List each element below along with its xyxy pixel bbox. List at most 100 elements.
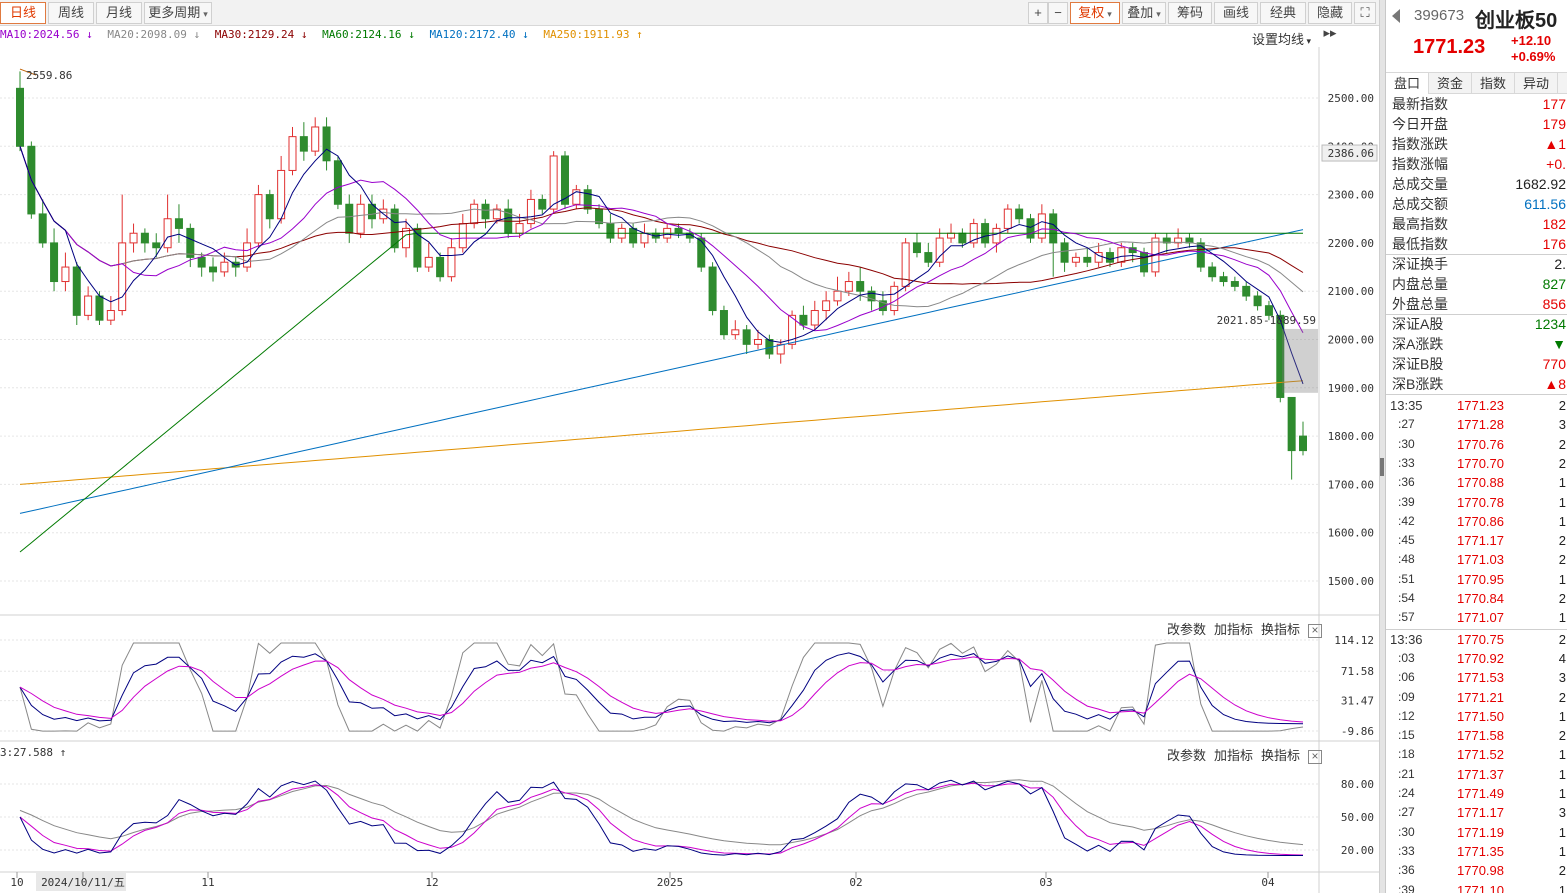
ind2-switch-indicator[interactable]: 换指标 — [1261, 748, 1301, 763]
stat-value: 770 — [1542, 356, 1566, 372]
tick-row: :45 1771.17 2 — [1386, 531, 1567, 550]
ind2-change-params[interactable]: 改参数 — [1167, 748, 1207, 763]
tick-price: 1771.28 — [1457, 417, 1504, 433]
ind1-add-indicator[interactable]: 加指标 — [1214, 622, 1254, 637]
set-ma-dropdown[interactable]: 设置均线 — [1252, 29, 1311, 48]
candle-body — [1060, 242, 1069, 263]
tick-time: :36 — [1398, 475, 1415, 490]
tab-movement[interactable]: 异动 — [1515, 73, 1558, 94]
ind1-close-icon[interactable]: × — [1308, 624, 1323, 638]
zoom-out-button[interactable]: − — [1048, 2, 1068, 24]
tick-row: :06 1771.53 3 — [1386, 668, 1567, 687]
stat-label: 最低指数 — [1392, 236, 1448, 252]
tick-row: :33 1771.35 1 — [1386, 842, 1567, 861]
tick-price: 1771.37 — [1457, 766, 1504, 782]
quote-header: 399673 创业板50 1771.23 +12.10 +0.69% — [1386, 0, 1567, 70]
ma30-legend: MA30:2129.24 ↓ — [215, 28, 308, 41]
candle-body — [1264, 305, 1273, 316]
tick-volume: 1 — [1558, 882, 1566, 893]
candle-body — [72, 266, 81, 316]
back-arrow-icon[interactable] — [1392, 9, 1400, 23]
tick-time: :12 — [1398, 708, 1415, 723]
more-periods-label: 更多周期 — [148, 5, 201, 20]
overlay-dropdown[interactable]: 叠加 — [1122, 2, 1166, 24]
osc1-line-k — [19, 652, 1304, 725]
ind2-close-icon[interactable]: × — [1308, 750, 1323, 764]
ind1-change-params[interactable]: 改参数 — [1167, 622, 1207, 637]
ind2-add-indicator[interactable]: 加指标 — [1214, 748, 1254, 763]
zoom-in-button[interactable]: + — [1028, 2, 1048, 24]
stat-value: 177 — [1542, 96, 1566, 112]
chip-button[interactable]: 筹码 — [1168, 2, 1212, 24]
stat-label: 今日开盘 — [1392, 116, 1448, 132]
tick-time: :24 — [1398, 786, 1415, 800]
stat-label: 深证A股 — [1392, 316, 1444, 332]
ind1-switch-indicator[interactable]: 换指标 — [1261, 622, 1301, 637]
ma20-value: MA20:2098.09 — [107, 28, 187, 41]
tick-time: :09 — [1398, 689, 1415, 704]
tick-price: 1771.07 — [1457, 610, 1504, 626]
stat-label: 指数涨幅 — [1392, 156, 1448, 172]
stat-value: 856 — [1542, 296, 1566, 312]
candle-body — [958, 232, 967, 244]
candle-body — [1094, 252, 1103, 263]
adjust-dropdown[interactable]: 复权 — [1070, 2, 1120, 24]
candle-body — [424, 256, 433, 268]
tick-row: :27 1771.28 3 — [1386, 415, 1567, 434]
hide-button[interactable]: 隐藏 ▸▸ — [1308, 2, 1352, 40]
indicator2-value-label: 3:27.588 ↑ — [0, 746, 67, 759]
candle-body — [322, 126, 331, 162]
crosshair-value-box — [1321, 144, 1378, 162]
period-tab-weekly[interactable]: 周线 — [48, 2, 94, 24]
stat-value: 1682.92 — [1515, 176, 1566, 192]
tick-volume: 2 — [1558, 863, 1566, 879]
ma120-legend: MA120:2172.40 ↓ — [429, 28, 528, 41]
tick-price: 1771.03 — [1457, 552, 1504, 568]
stat-label: 指数涨跌 — [1392, 136, 1448, 152]
candle-body — [140, 232, 149, 244]
classic-button[interactable]: 经典 — [1260, 2, 1306, 24]
panel-splitter[interactable] — [1379, 0, 1385, 893]
tick-time: :15 — [1398, 728, 1415, 743]
crosshair-value-label: 2386.06 — [1328, 147, 1374, 160]
candle-body — [481, 203, 490, 220]
draw-line-button[interactable]: 画线 — [1214, 2, 1258, 24]
tick-row: :51 1770.95 1 — [1386, 570, 1567, 589]
tick-price: 1770.88 — [1457, 475, 1504, 491]
tick-time: 13:36 — [1390, 631, 1423, 647]
high-arrow — [19, 68, 37, 76]
stat-label: 内盘总量 — [1392, 276, 1448, 292]
kline-chart[interactable]: 2500.002400.002300.002200.002100.002000.… — [0, 0, 1379, 893]
fullscreen-icon[interactable]: ⛶ — [1354, 2, 1376, 24]
candle-body — [867, 290, 876, 302]
period-tab-monthly[interactable]: 月线 — [96, 2, 142, 24]
splitter-handle-icon[interactable] — [1380, 458, 1384, 476]
tab-funds[interactable]: 资金 — [1429, 73, 1472, 94]
change-percent: +0.69% — [1511, 49, 1556, 64]
tick-volume: 1 — [1558, 571, 1566, 587]
stat-row: 总成交额 611.56 — [1386, 194, 1567, 214]
stat-row: 指数涨幅 +0. — [1386, 154, 1567, 174]
osc1-tick-label: -9.86 — [1341, 725, 1374, 738]
period-tab-daily[interactable]: 日线 — [0, 2, 46, 24]
tick-price: 1771.50 — [1457, 708, 1504, 724]
tab-index[interactable]: 指数 — [1472, 73, 1515, 94]
change-value: +12.10 — [1511, 33, 1552, 48]
candle-body — [413, 227, 422, 268]
more-periods-dropdown[interactable]: 更多周期 — [144, 2, 212, 24]
divider — [1386, 628, 1567, 630]
tab-orderbook[interactable]: 盘口 — [1386, 73, 1429, 94]
tick-price: 1771.53 — [1457, 670, 1504, 686]
candle-body — [1196, 242, 1205, 268]
candle-body — [1117, 247, 1126, 263]
stat-row: 今日开盘 179 — [1386, 114, 1567, 134]
tick-price: 1771.17 — [1457, 533, 1504, 549]
tick-row: 13:35 1771.23 2 — [1386, 396, 1567, 415]
range-annotation: 2021.85-1889.59 — [1217, 314, 1316, 327]
tick-price: 1770.84 — [1457, 591, 1504, 606]
tick-row: :48 1771.03 2 — [1386, 550, 1567, 569]
candle-body — [697, 237, 706, 268]
tick-price: 1770.78 — [1457, 494, 1504, 510]
candle-body — [856, 281, 865, 292]
stat-value: ▲8 — [1544, 376, 1566, 392]
